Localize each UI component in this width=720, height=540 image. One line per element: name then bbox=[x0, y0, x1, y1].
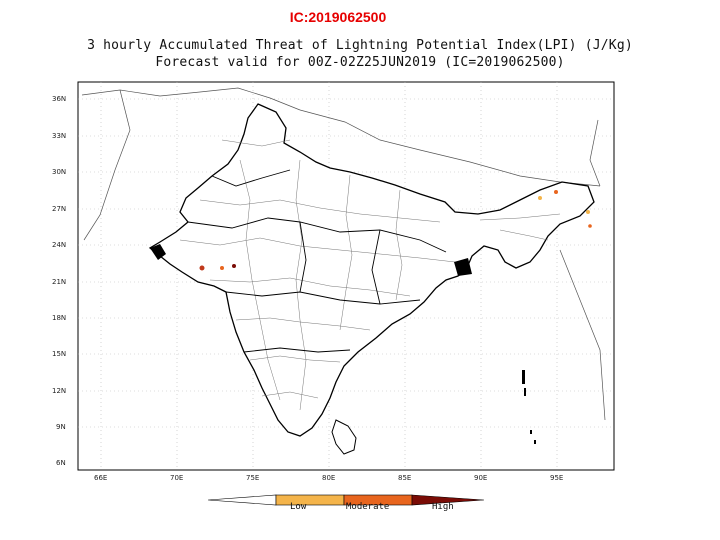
threat-spot-moderate bbox=[220, 266, 224, 270]
map-title-line1: 3 hourly Accumulated Threat of Lightning… bbox=[87, 38, 633, 53]
legend-label-low: Low bbox=[290, 502, 307, 512]
lpi-threat-spots bbox=[199, 190, 592, 271]
threat-spot-low bbox=[538, 196, 542, 200]
threat-spot-high bbox=[232, 264, 236, 268]
gulf-coast-shading bbox=[150, 244, 166, 260]
legend-label-moderate: Moderate bbox=[346, 502, 390, 512]
lat-label-18n: 18N bbox=[52, 314, 66, 322]
lat-label-12n: 12N bbox=[52, 387, 66, 395]
legend-arrow-left bbox=[208, 494, 277, 506]
lat-label-24n: 24N bbox=[52, 241, 66, 249]
threat-spot-moderate bbox=[554, 190, 558, 194]
lon-label-70e: 70E bbox=[170, 474, 183, 482]
lat-label-9n: 9N bbox=[56, 423, 66, 431]
lat-label-30n: 30N bbox=[52, 168, 66, 176]
lat-label-27n: 27N bbox=[52, 205, 66, 213]
legend-swatch-high bbox=[411, 494, 484, 506]
andaman-nicobar-islands bbox=[522, 370, 536, 444]
lon-label-90e: 90E bbox=[474, 474, 487, 482]
lat-label-15n: 15N bbox=[52, 350, 66, 358]
initial-condition-header: IC:2019062500 bbox=[289, 9, 387, 25]
threat-spot-low bbox=[586, 210, 590, 214]
legend-swatch-low bbox=[275, 494, 345, 506]
lon-label-95e: 95E bbox=[550, 474, 563, 482]
sundarbans-shading bbox=[454, 258, 472, 276]
legend-label-high: High bbox=[432, 502, 454, 512]
lat-label-21n: 21N bbox=[52, 278, 66, 286]
threat-spot-moderate bbox=[588, 224, 592, 228]
state-boundaries bbox=[187, 169, 447, 353]
lon-label-80e: 80E bbox=[322, 474, 335, 482]
lat-label-6n: 6N bbox=[56, 459, 66, 467]
lon-label-85e: 85E bbox=[398, 474, 411, 482]
lon-label-66e: 66E bbox=[94, 474, 107, 482]
neighbour-borders bbox=[81, 87, 606, 421]
map-title-line2: Forecast valid for 00Z-02Z25JUN2019 (IC=… bbox=[155, 55, 565, 70]
threat-spot-low bbox=[199, 265, 205, 271]
lpi-legend-bar bbox=[208, 494, 484, 506]
lon-label-75e: 75E bbox=[246, 474, 259, 482]
lat-label-33n: 33N bbox=[52, 132, 66, 140]
sri-lanka-outline bbox=[331, 419, 357, 455]
lat-label-36n: 36N bbox=[52, 95, 66, 103]
